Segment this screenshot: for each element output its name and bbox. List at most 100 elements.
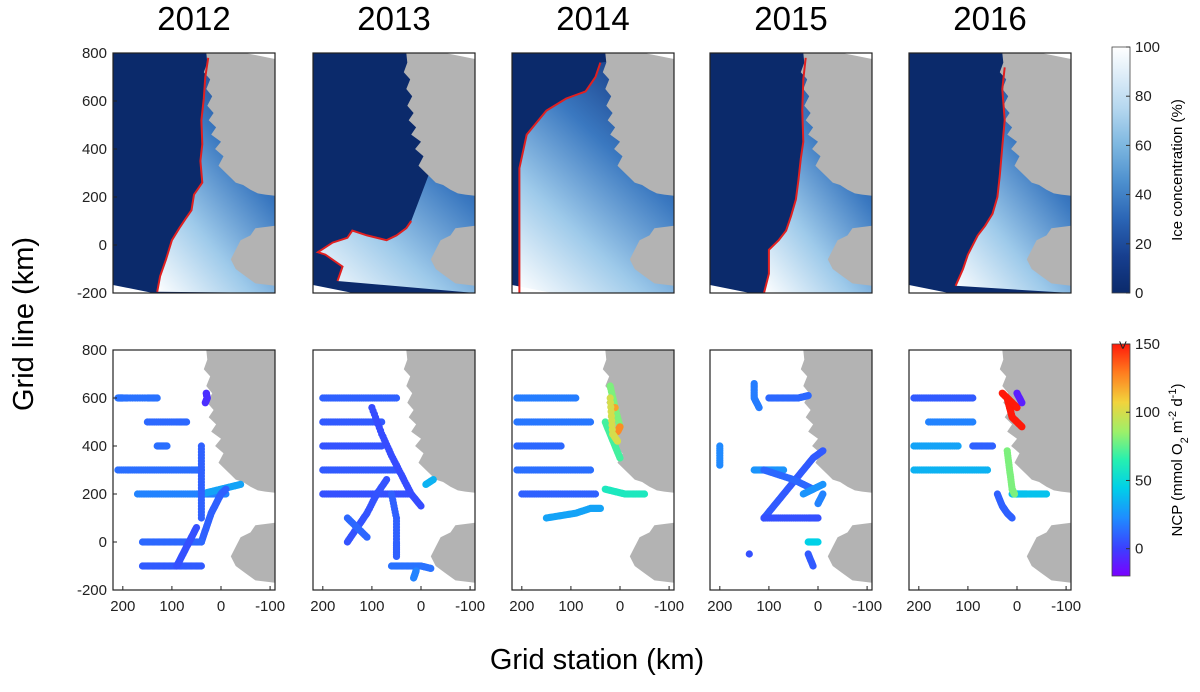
ncp-point xyxy=(586,418,595,426)
y-tick-label: 200 xyxy=(82,486,107,503)
land-mass xyxy=(827,522,872,583)
ncp-point xyxy=(392,394,401,402)
land-mass xyxy=(999,53,1071,196)
x-tick-label: -100 xyxy=(852,598,882,615)
ice-map-panel-2015: 2015 xyxy=(709,0,873,294)
ncp-point xyxy=(596,504,605,512)
x-tick-label: -100 xyxy=(455,598,485,615)
ncp-point xyxy=(819,480,827,488)
y-tick-label: 0 xyxy=(99,534,107,551)
ncp-point xyxy=(429,476,437,484)
x-tick-label: 100 xyxy=(159,598,184,615)
x-tick-label: 200 xyxy=(310,598,335,615)
ncp-map-panel-2013: 200 100 0 -100 xyxy=(310,349,485,615)
ncp-point xyxy=(640,490,649,498)
x-tick-label: 200 xyxy=(110,598,135,615)
ncp-point xyxy=(954,442,962,450)
y-tick-label: 600 xyxy=(82,390,107,407)
colorbar-tick-label: 0 xyxy=(1135,541,1143,558)
ice-map-panel-2012: 800 600 400 200 0 -200 2012 xyxy=(77,0,276,302)
land-mass xyxy=(827,225,872,286)
x-tick-label: 0 xyxy=(417,598,425,615)
panel-frame xyxy=(511,52,675,294)
land-mass xyxy=(629,522,674,583)
ncp-point xyxy=(716,461,724,469)
ice-colorbar: 100 80 60 40 20 0 Ice concentration (%) xyxy=(1111,39,1186,302)
y-tick-label: -200 xyxy=(77,582,107,599)
y-tick-label: 600 xyxy=(82,93,107,110)
colorbar-tick-label: 100 xyxy=(1135,39,1160,56)
ncp-point xyxy=(163,442,171,450)
ncp-colorbar: 150 100 50 0 > NCP (mmol O2 m-2 d-1) xyxy=(1111,336,1191,577)
land-mass xyxy=(430,225,475,286)
panel-frame xyxy=(908,349,1072,591)
x-tick-label: 100 xyxy=(955,598,980,615)
ncp-point xyxy=(969,394,977,402)
colorbar-tick-label: 20 xyxy=(1135,236,1152,253)
land-mass xyxy=(403,53,475,196)
land-mass xyxy=(203,350,275,493)
ncp-point xyxy=(819,490,827,498)
ncp-map-panel-2015: 200 100 0 -100 xyxy=(707,349,882,615)
y-axis-label: Grid line (km) xyxy=(8,237,40,411)
y-tick-label: 400 xyxy=(82,141,107,158)
y-tick-label: -200 xyxy=(77,285,107,302)
y-tick-label: 400 xyxy=(82,438,107,455)
x-tick-label: 100 xyxy=(359,598,384,615)
ncp-point xyxy=(1008,514,1016,522)
ncp-point xyxy=(988,442,997,450)
ncp-point xyxy=(814,514,822,522)
x-tick-label: 0 xyxy=(616,598,624,615)
ncp-point xyxy=(201,399,209,407)
ncp-point xyxy=(412,567,420,575)
ncp-point xyxy=(804,392,812,400)
year-title: 2013 xyxy=(357,0,430,37)
ice-edge-line xyxy=(763,57,807,293)
ncp-point xyxy=(427,564,435,573)
ice-map-panel-2014: 2014 xyxy=(511,0,675,294)
ice-edge-line xyxy=(315,220,413,282)
ncp-point xyxy=(809,562,817,570)
ice-map-panel-2013: 2013 xyxy=(312,0,476,294)
year-title: 2012 xyxy=(157,0,230,37)
ncp-point xyxy=(819,447,827,455)
y-tick-label: 200 xyxy=(82,189,107,206)
colorbar-tick-label: 60 xyxy=(1135,137,1152,154)
ncp-point xyxy=(183,418,191,426)
land-mass xyxy=(800,53,872,196)
colorbar-tick-label: 0 xyxy=(1135,285,1143,302)
land-mass xyxy=(230,522,275,583)
x-tick-label: 0 xyxy=(814,598,822,615)
colorbar-tick-label: 50 xyxy=(1135,472,1152,489)
ncp-point xyxy=(197,562,205,570)
ncp-point xyxy=(755,404,763,412)
land-mass xyxy=(403,350,475,493)
y-tick-label: 800 xyxy=(82,342,107,359)
ncp-map-panel-2016: 200 100 0 -100 xyxy=(906,349,1081,615)
ncp-point xyxy=(586,466,595,474)
ncp-point xyxy=(153,394,161,402)
panel-frame xyxy=(112,349,276,591)
ncp-point xyxy=(557,442,565,450)
ncp-point xyxy=(572,394,580,402)
land-mass xyxy=(629,225,674,286)
ncp-point xyxy=(745,550,753,558)
panel-frame xyxy=(709,52,873,294)
x-tick-label: -100 xyxy=(255,598,285,615)
year-title: 2014 xyxy=(556,0,629,37)
ncp-point xyxy=(1018,423,1026,431)
panel-frame xyxy=(312,349,476,591)
x-tick-label: -100 xyxy=(654,598,684,615)
ncp-point xyxy=(613,437,622,445)
ncp-point xyxy=(192,524,201,532)
colorbar-tick-label: 150 xyxy=(1135,336,1160,353)
ncp-point xyxy=(780,466,788,474)
land-mass xyxy=(1026,225,1071,286)
x-tick-label: 100 xyxy=(558,598,583,615)
colorbar-label: Ice concentration (%) xyxy=(1169,99,1186,241)
ncp-point xyxy=(1042,490,1051,498)
x-tick-label: 200 xyxy=(509,598,534,615)
ice-edge-line xyxy=(156,57,210,292)
